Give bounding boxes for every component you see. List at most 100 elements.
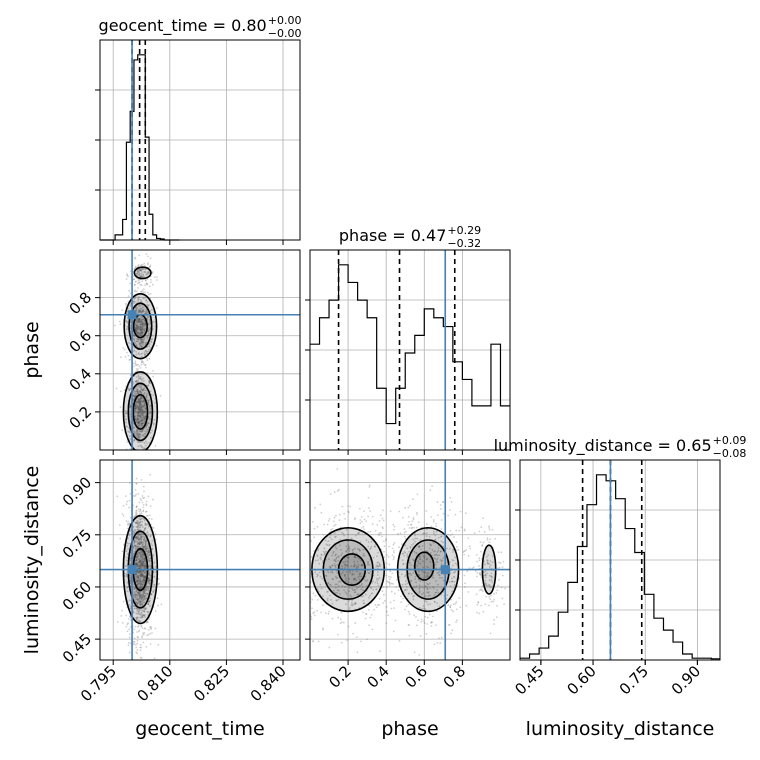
sample-point [362,611,364,614]
sample-point [134,257,137,260]
sample-point [139,574,142,577]
sample-point [144,608,147,610]
sample-point [128,651,131,654]
sample-point [449,604,452,607]
sample-point [135,545,138,547]
sample-point [356,548,359,551]
sample-point [141,597,143,600]
sample-point [410,579,413,582]
sample-point [137,575,139,578]
sample-point [137,401,140,404]
sample-point [140,323,143,325]
sample-point [136,418,139,421]
sample-point [140,392,143,394]
sample-point [141,556,144,558]
sample-point [144,430,147,432]
sample-point [139,412,142,415]
sample-point [143,276,146,278]
sample-point [151,526,154,529]
sample-point [133,439,136,442]
sample-point [345,592,348,595]
sample-point [136,428,138,431]
sample-point [134,408,137,410]
sample-point [140,523,143,526]
sample-point [350,601,353,604]
sample-point [138,613,140,615]
sample-point [327,612,330,615]
sample-point [388,545,390,548]
sample-point [494,537,497,540]
sample-point [439,576,441,579]
sample-point [144,527,146,530]
sample-point [371,582,373,584]
sample-point [128,289,130,292]
sample-point [451,533,454,536]
sample-point [138,417,141,419]
sample-point [361,563,363,566]
sample-point [156,276,158,278]
sample-point [133,365,135,368]
sample-point [132,516,135,519]
sample-point [136,607,139,610]
sample-point [136,464,138,466]
scatter-panel-geocent_time-vs-luminosity_distance [99,459,301,674]
sample-point [408,623,410,626]
sample-point [139,440,142,443]
sample-point [137,434,139,437]
sample-point [480,588,483,590]
sample-point [141,419,144,422]
sample-point [366,638,368,641]
sample-point [126,587,129,589]
sample-point [360,584,363,586]
sample-point [151,271,154,273]
sample-point [405,580,407,583]
sample-point [382,509,384,512]
sample-point [320,554,323,556]
sample-point [332,578,334,581]
sample-point [139,509,142,512]
sample-point [139,571,142,573]
sample-point [132,390,135,393]
sample-point [138,609,141,612]
sample-point [140,587,143,590]
sample-point [433,532,436,535]
sample-point [141,340,144,343]
sample-point [393,592,396,595]
sample-point [437,573,440,576]
sample-point [139,555,142,558]
sample-point [356,567,359,569]
sample-point [137,591,139,594]
sample-point [148,399,150,402]
sample-point [135,562,138,565]
sample-point [136,601,139,604]
sample-point [135,340,138,343]
sample-point [393,599,395,602]
sample-point [137,672,139,674]
sample-point [141,440,144,443]
sample-point [312,640,315,642]
sample-point [134,402,137,405]
sample-point [141,520,144,523]
sample-point [402,597,404,600]
sample-point [328,565,331,568]
sample-point [421,544,424,547]
sample-point [378,576,381,579]
sample-point [479,589,481,592]
sample-point [138,309,141,312]
sample-point [476,571,479,574]
sample-point [453,571,456,574]
sample-point [139,410,142,413]
sample-point [140,582,142,585]
sample-point [143,419,146,422]
sample-point [440,519,443,521]
sample-point [148,379,150,382]
sample-point [365,539,368,542]
y-tick-label: 0.4 [66,365,96,395]
sample-point [335,599,338,602]
truth-marker [440,565,450,575]
sample-point [354,588,356,591]
sample-point [128,522,131,525]
sample-point [138,523,141,526]
sample-point [133,605,136,608]
sample-point [134,330,137,333]
